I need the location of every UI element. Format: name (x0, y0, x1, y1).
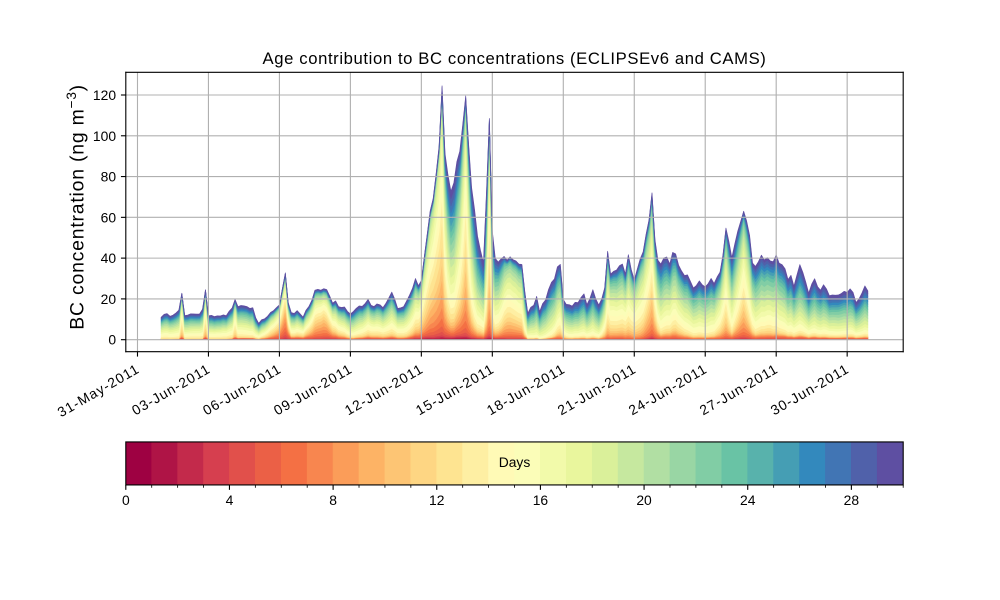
svg-text:4: 4 (226, 492, 234, 508)
svg-text:Age contribution to BC concent: Age contribution to BC concentrations (E… (263, 49, 767, 68)
svg-text:0: 0 (108, 332, 116, 348)
svg-text:Days: Days (499, 454, 531, 470)
svg-text:24: 24 (740, 492, 756, 508)
svg-text:16: 16 (533, 492, 549, 508)
svg-text:60: 60 (101, 209, 117, 225)
svg-text:80: 80 (101, 169, 117, 185)
svg-text:BC concentration (ng m−3): BC concentration (ng m−3) (64, 84, 88, 330)
svg-text:40: 40 (101, 250, 117, 266)
svg-text:28: 28 (844, 492, 860, 508)
svg-text:0: 0 (122, 492, 130, 508)
svg-text:100: 100 (93, 128, 116, 144)
svg-text:120: 120 (93, 87, 116, 103)
svg-text:20: 20 (636, 492, 652, 508)
svg-text:12: 12 (429, 492, 445, 508)
svg-text:8: 8 (329, 492, 337, 508)
svg-text:20: 20 (101, 291, 117, 307)
